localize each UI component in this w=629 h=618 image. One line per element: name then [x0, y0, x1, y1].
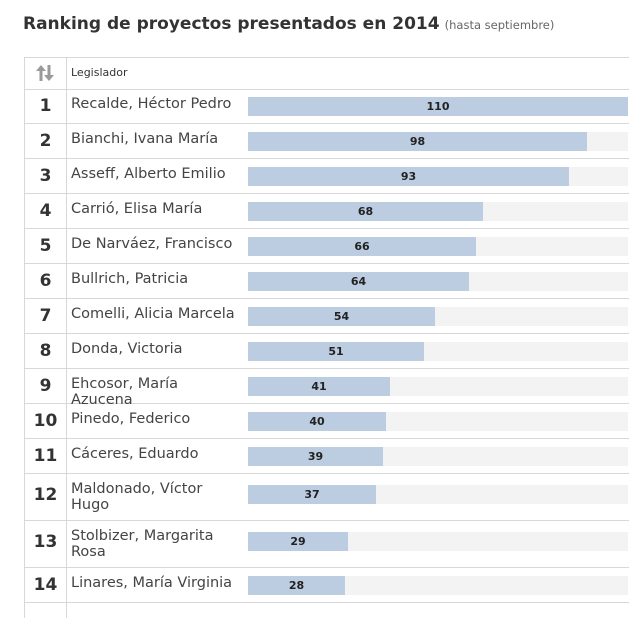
bar	[248, 576, 345, 595]
bar	[248, 202, 483, 221]
bar-track: 29	[248, 532, 628, 551]
bar-track: 39	[248, 447, 628, 466]
table-row: 1 Recalde, Héctor Pedro 110	[25, 89, 629, 124]
rank-column	[25, 58, 67, 618]
bar-value-label: 66	[354, 240, 370, 253]
bar-track: 110	[248, 97, 628, 116]
bar-track: 93	[248, 167, 628, 186]
bar-track: 64	[248, 272, 628, 291]
rank-label: 7	[39, 306, 52, 326]
table-row: 2 Bianchi, Ivana María 98	[25, 124, 629, 159]
rank-label: 6	[39, 271, 52, 291]
bar	[248, 237, 476, 256]
bar	[248, 97, 628, 116]
rank-label: 12	[33, 485, 58, 505]
bar-track: 40	[248, 412, 628, 431]
table-header: Legislador	[25, 58, 629, 90]
legislator-name: Maldonado, Víctor Hugo	[71, 481, 203, 513]
rank-label: 13	[33, 532, 58, 552]
bar-value-label: 54	[333, 310, 350, 323]
chart-title: Ranking de proyectos presentados en 2014	[23, 14, 440, 34]
rank-label: 14	[33, 575, 58, 595]
bar-track: 66	[248, 237, 628, 256]
bar-value-label: 39	[307, 450, 324, 463]
table-row: 5 De Narváez, Francisco 66	[25, 229, 629, 264]
bar	[248, 272, 469, 291]
legislador-column-header[interactable]: Legislador	[71, 66, 128, 79]
bar-track: 37	[248, 485, 628, 504]
legislator-name: Donda, Victoria	[71, 341, 183, 357]
bar	[248, 412, 386, 431]
bar	[248, 307, 435, 326]
bar-track: 28	[248, 576, 628, 595]
legislator-name: Carrió, Elisa María	[71, 201, 203, 217]
table-row: 3 Asseff, Alberto Emilio 93	[25, 159, 629, 194]
table-row: 8 Donda, Victoria 51	[25, 334, 629, 369]
legislator-name: Asseff, Alberto Emilio	[71, 166, 226, 182]
bar	[248, 342, 424, 361]
bar	[248, 167, 569, 186]
bar	[248, 132, 587, 151]
table-row: 10 Pinedo, Federico 40	[25, 404, 629, 439]
bar-value-label: 98	[409, 135, 426, 148]
legislator-name: Bianchi, Ivana María	[71, 131, 219, 147]
bar-value-label: 93	[400, 170, 417, 183]
bar	[248, 447, 383, 466]
bar-track: 51	[248, 342, 628, 361]
legislator-name: Stolbizer, Margarita Rosa	[71, 528, 214, 560]
rank-label: 2	[39, 131, 52, 151]
bar-value-label: 51	[328, 345, 344, 358]
table-row: 9 Ehcosor, María Azucena 41	[25, 369, 629, 408]
bar-value-label: 41	[311, 380, 327, 393]
bar-value-label: 40	[309, 415, 325, 428]
table-row: 14 Linares, María Virginia 28	[25, 568, 629, 603]
table-row: 7 Comelli, Alicia Marcela 54	[25, 299, 629, 334]
bar-value-label: 29	[290, 535, 306, 548]
legislator-name: Comelli, Alicia Marcela	[71, 306, 235, 322]
legislator-name: Bullrich, Patricia	[71, 271, 189, 287]
rank-label: 5	[39, 236, 52, 256]
bar	[248, 532, 348, 551]
ranking-table: Legislador 1 Recalde, Héctor Pedro 110 2 Bia…	[24, 57, 629, 618]
bar-value-label: 110	[426, 100, 450, 113]
chart-subtitle: (hasta septiembre)	[444, 18, 555, 32]
legislator-name: De Narváez, Francisco	[71, 236, 233, 252]
bar-track: 41	[248, 377, 628, 396]
legislator-name: Recalde, Héctor Pedro	[71, 96, 232, 112]
rank-label: 10	[33, 411, 58, 431]
bar-value-label: 37	[304, 488, 320, 501]
rank-label: 9	[39, 376, 52, 396]
legislator-name: Pinedo, Federico	[71, 411, 191, 427]
rank-label: 3	[39, 166, 52, 186]
table-row: 4 Carrió, Elisa María 68	[25, 194, 629, 229]
rank-label: 11	[33, 446, 58, 466]
bar-track: 54	[248, 307, 628, 326]
rank-label: 8	[39, 341, 52, 361]
bar-value-label: 64	[350, 275, 367, 288]
rank-label: 1	[39, 96, 52, 116]
legislator-name: Ehcosor, María Azucena	[71, 376, 179, 408]
bar	[248, 377, 390, 396]
table-row: 11 Cáceres, Eduardo 39	[25, 439, 629, 474]
table-row: 13 Stolbizer, Margarita Rosa 29	[25, 521, 629, 568]
bar-value-label: 28	[288, 579, 305, 592]
bar-track: 98	[248, 132, 628, 151]
table-row: 12 Maldonado, Víctor Hugo 37	[25, 474, 629, 521]
sort-arrows-icon[interactable]	[34, 63, 56, 83]
rank-label: 4	[39, 201, 52, 221]
bar	[248, 485, 376, 504]
bar-track: 68	[248, 202, 628, 221]
legislator-name: Linares, María Virginia	[71, 575, 233, 591]
table-row: 6 Bullrich, Patricia 64	[25, 264, 629, 299]
bar-value-label: 68	[357, 205, 374, 218]
chart-title-block: Ranking de proyectos presentados en 2014…	[23, 14, 554, 34]
legislator-name: Cáceres, Eduardo	[71, 446, 199, 462]
